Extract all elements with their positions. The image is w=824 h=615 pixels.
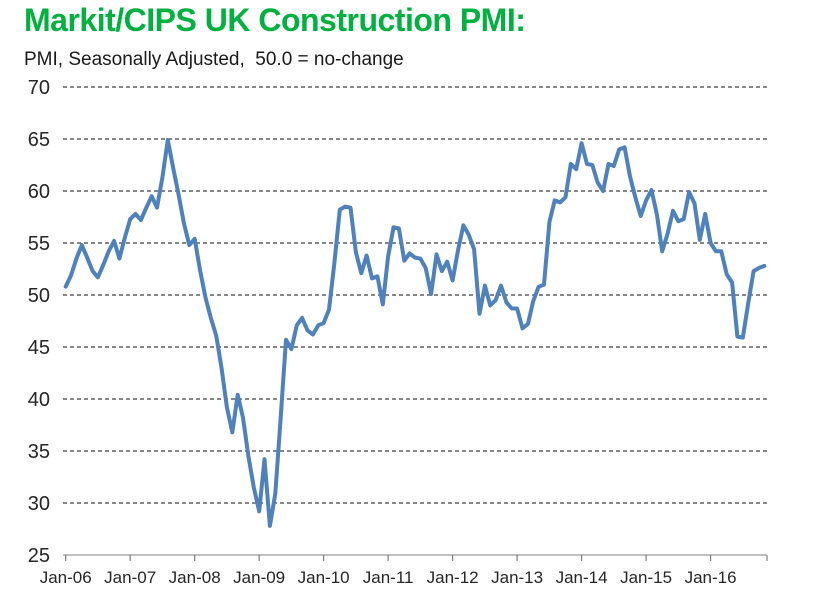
x-axis-label-Jan-12: Jan-12 xyxy=(427,568,479,587)
x-axis-label-Jan-09: Jan-09 xyxy=(233,568,285,587)
chart-title: Markit/CIPS UK Construction PMI: xyxy=(24,2,526,38)
y-axis-label-40: 40 xyxy=(28,389,50,411)
y-axis-label-65: 65 xyxy=(28,129,50,151)
y-axis-label-70: 70 xyxy=(28,77,50,99)
pmi-line xyxy=(63,138,767,528)
x-axis-label-Jan-16: Jan-16 xyxy=(685,568,737,587)
x-axis-label-Jan-06: Jan-06 xyxy=(40,568,92,587)
y-axis-label-50: 50 xyxy=(28,285,50,307)
x-axis-label-Jan-13: Jan-13 xyxy=(491,568,543,587)
y-axis-label-30: 30 xyxy=(28,493,50,515)
y-axis-label-45: 45 xyxy=(28,337,50,359)
y-axis-label-25: 25 xyxy=(28,545,50,567)
x-axis-label-Jan-07: Jan-07 xyxy=(104,568,156,587)
chart-subtitle: PMI, Seasonally Adjusted, 50.0 = no-chan… xyxy=(24,49,404,70)
y-axis-label-35: 35 xyxy=(28,441,50,463)
x-axis-label-Jan-14: Jan-14 xyxy=(556,568,608,587)
x-axis-label-Jan-08: Jan-08 xyxy=(169,568,221,587)
x-axis-label-Jan-11: Jan-11 xyxy=(363,568,414,587)
y-axis-label-55: 55 xyxy=(28,233,50,255)
x-axis-label-Jan-15: Jan-15 xyxy=(620,568,672,587)
x-axis-label-Jan-10: Jan-10 xyxy=(298,568,350,587)
y-axis-label-60: 60 xyxy=(28,181,50,203)
